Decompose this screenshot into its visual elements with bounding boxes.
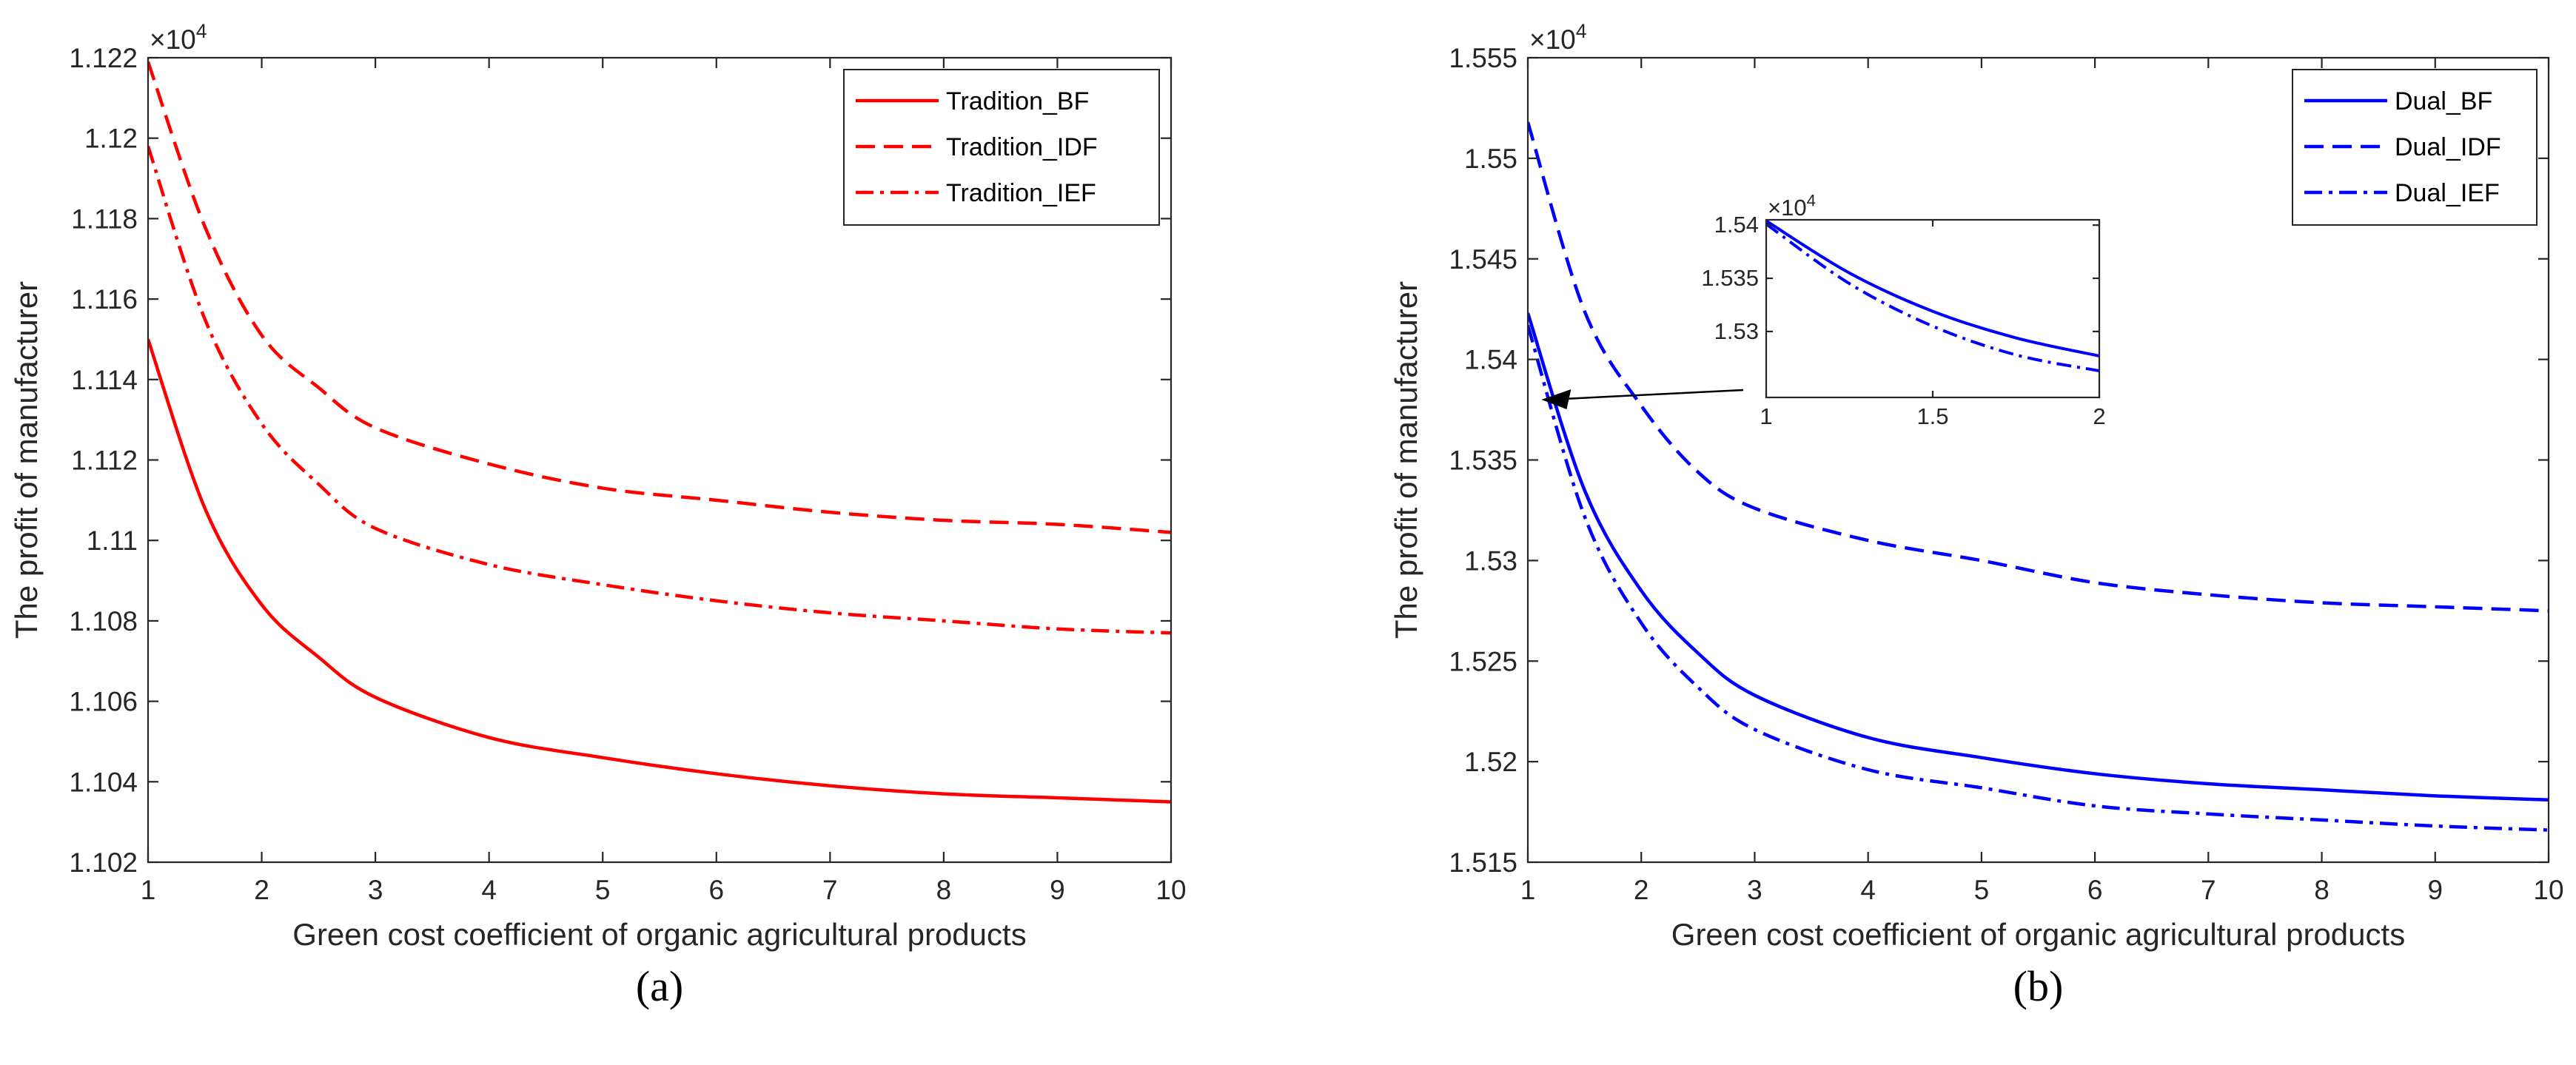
panel-b-y-tick-label: 1.535	[1449, 446, 1517, 476]
panel-a-x-tick-label: 9	[1050, 875, 1065, 905]
panel-b-legend-entry: Dual_BF	[2395, 87, 2492, 115]
panel-b-inset: 1 1.5 2 1.53 1.535 1.54 ×104	[1701, 192, 2105, 429]
panel-b-series-dual-ief-line	[1528, 324, 2549, 832]
panel-a-y-tick-label: 1.108	[69, 606, 138, 636]
panel-a-legend-entry: Tradition_BF	[946, 87, 1089, 115]
panel-b-x-tick-label: 5	[1974, 875, 1990, 905]
panel-b-x-tick-label: 1	[1520, 875, 1536, 905]
panel-a-x-tick-label: 3	[368, 875, 383, 905]
panel-a-panel-label: (a)	[636, 962, 683, 1010]
panel-a-x-tick-label: 6	[708, 875, 724, 905]
panel-a-y-tick-label: 1.118	[71, 204, 138, 234]
panel-a-y-tick-label: 1.122	[69, 43, 138, 73]
panel-a-x-tick-label: 10	[1155, 875, 1186, 905]
panel-b-y-tick-label: 1.525	[1449, 646, 1517, 676]
panel-b-inset-y-tick-label: 1.535	[1701, 265, 1759, 291]
panel-b-y-tick-label: 1.55	[1464, 144, 1517, 174]
panel-a-y-axis-title: The profit of manufacturer	[9, 281, 44, 639]
panel-a-y-tick-label: 1.11	[87, 525, 138, 556]
panel-b-x-tick-label: 8	[2314, 875, 2330, 905]
panel-b-legend-entry: Dual_IDF	[2395, 133, 2501, 161]
panel-b-y-axis-title: The profit of manufacturer	[1389, 281, 1423, 639]
panel-b-legend-entry: Dual_IEF	[2395, 179, 2500, 207]
panel-a-y-tick-label: 1.116	[71, 284, 138, 315]
panel-a-x-tick-label: 7	[822, 875, 838, 905]
panel-b-legend: Dual_BF Dual_IDF Dual_IEF	[2292, 69, 2538, 226]
panel-a-x-tick-label: 8	[936, 875, 952, 905]
panel-b-inset-y-tick-label: 1.53	[1714, 318, 1759, 344]
panel-a-legend: Tradition_BF Tradition_IDF Tradition_IEF	[843, 69, 1160, 226]
panel-b-x-tick-label: 10	[2533, 875, 2563, 905]
panel-b-chart: 1 2 3 4 5 6 7 8 9 101.5151.521.5251.531.5351.541.…	[1389, 20, 2564, 1010]
panel-a-y-tick-label: 1.114	[71, 365, 138, 395]
panel-b-x-axis-title: Green cost coefficient of organic agricu…	[1671, 917, 2405, 952]
panel-a-y-tick-label: 1.12	[84, 124, 138, 154]
arrow-shaft	[1563, 389, 1744, 400]
panel-a-series-tradition-bf-line	[148, 338, 1171, 804]
panel-b-inset-x-tick-label: 1.5	[1916, 403, 1948, 429]
panel-a-x-tick-label: 1	[141, 875, 156, 905]
panel-b-y-tick-label: 1.555	[1449, 43, 1517, 73]
panel-b-inset-x-tick-label: 1	[1760, 403, 1772, 429]
arrow-head	[1541, 389, 1572, 409]
panel-a-x-tick-label: 4	[481, 875, 497, 905]
panel-b-inset-series-dual-bf-line	[1766, 220, 2099, 357]
panel-b-x-tick-label: 3	[1747, 875, 1762, 905]
panel-a-chart: 1 2 3 4 5 6 7 8 9 10 1.102 1.104 1.106 1.108 1.11 1.112…	[9, 20, 1187, 1010]
panel-b-series-dual-idf-line	[1528, 121, 2549, 613]
panel-a-legend-entry: Tradition_IEF	[946, 179, 1096, 207]
panel-a-series-tradition-ief-line	[148, 145, 1171, 635]
panel-b-y-tick-label: 1.515	[1449, 847, 1517, 878]
panel-b-inset-y-tick-label: 1.54	[1714, 212, 1759, 238]
panel-b-inset-arrow	[1541, 389, 1744, 409]
panel-a-x-tick-label: 5	[595, 875, 611, 905]
panel-b-x-tick-label: 6	[2087, 875, 2103, 905]
panel-b-x-tick-label: 2	[1634, 875, 1649, 905]
panel-b-x-tick-label: 7	[2201, 875, 2216, 905]
panel-a-y-tick-label: 1.102	[69, 847, 138, 878]
panel-a-series-tradition-idf-line	[148, 61, 1171, 534]
panel-a-y-tick-label: 1.112	[71, 446, 138, 476]
panel-b-y-tick-label: 1.545	[1449, 244, 1517, 275]
panel-b-y-tick-label: 1.53	[1464, 545, 1517, 576]
panel-b-y-tick-label: 1.54	[1464, 345, 1517, 375]
panel-a-y-tick-label: 1.104	[69, 767, 138, 797]
panel-a-y-exponent: ×104	[150, 20, 207, 55]
panel-b-series-dual-bf-line	[1528, 312, 2549, 802]
panel-b-y-exponent: ×104	[1529, 20, 1587, 55]
panel-a-y-tick-label: 1.106	[69, 687, 138, 717]
panel-a-x-tick-label: 2	[254, 875, 269, 905]
panel-b-x-tick-label: 9	[2427, 875, 2443, 905]
panel-b-inset-x-tick-label: 2	[2093, 403, 2105, 429]
panel-b-x-tick-label: 4	[1860, 875, 1876, 905]
panel-b-y-tick-label: 1.52	[1464, 747, 1517, 777]
panel-b-inset-series-dual-ief-line	[1766, 223, 2099, 373]
panel-b-inset-y-exponent: ×104	[1768, 192, 1816, 221]
panel-b-panel-label: (b)	[2013, 962, 2064, 1010]
panel-a-legend-entry: Tradition_IDF	[946, 133, 1098, 161]
panel-a-x-axis-title: Green cost coefficient of organic agricu…	[292, 917, 1026, 952]
